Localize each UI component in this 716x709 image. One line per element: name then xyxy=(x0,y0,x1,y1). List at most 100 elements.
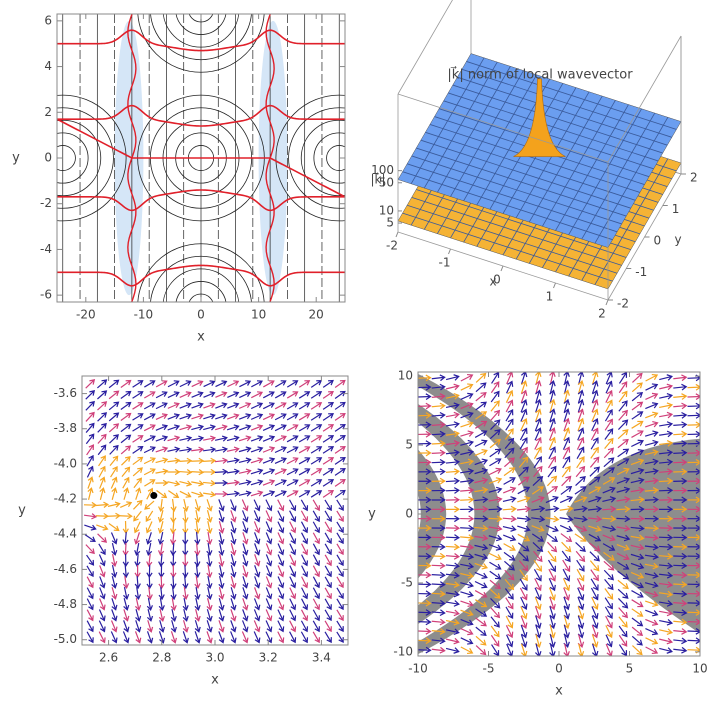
field-arrow xyxy=(488,543,503,551)
field-arrow xyxy=(167,391,180,399)
field-arrow xyxy=(602,534,616,542)
field-arrow xyxy=(254,554,261,567)
field-arrow xyxy=(203,446,217,453)
field-arrow xyxy=(563,398,570,413)
field-arrow xyxy=(591,408,599,422)
field-arrow xyxy=(445,440,460,447)
x-tick-label: 0 xyxy=(555,662,563,676)
field-arrow xyxy=(504,569,515,581)
field-arrow xyxy=(644,562,659,570)
field-arrow xyxy=(132,413,144,421)
contour-line xyxy=(175,281,227,302)
field-arrow xyxy=(238,424,252,431)
field-arrow xyxy=(226,457,240,464)
field-arrow xyxy=(560,533,573,542)
box-edge xyxy=(555,104,629,231)
field-arrow xyxy=(123,587,130,600)
field-arrow xyxy=(146,543,153,556)
field-arrow xyxy=(491,372,500,384)
field-arrow xyxy=(591,615,599,629)
x-tick-label: 0 xyxy=(493,273,501,287)
field-arrow xyxy=(170,542,177,557)
y-axis-label: y xyxy=(368,507,376,522)
field-arrow xyxy=(203,391,216,398)
y-tick-label: -4.4 xyxy=(54,527,77,541)
field-arrow xyxy=(238,479,252,486)
x-tick xyxy=(605,299,609,306)
field-arrow xyxy=(194,586,201,601)
field-arrow xyxy=(155,413,168,421)
field-arrow xyxy=(157,542,165,557)
field-arrow xyxy=(215,380,228,388)
field-arrow xyxy=(97,412,108,422)
field-arrow xyxy=(577,398,585,413)
field-arrow xyxy=(227,380,240,388)
field-arrow xyxy=(310,402,323,410)
field-arrow xyxy=(167,446,181,453)
field-arrow xyxy=(559,515,574,523)
field-arrow xyxy=(617,561,630,570)
field-arrow xyxy=(85,400,95,411)
field-arrow xyxy=(300,521,309,534)
field-arrow xyxy=(559,524,574,533)
field-arrow xyxy=(630,524,645,532)
field-arrow xyxy=(86,620,94,633)
field-arrow xyxy=(182,553,189,568)
field-arrow xyxy=(445,524,461,532)
box-edge xyxy=(461,68,672,138)
point xyxy=(150,492,158,500)
field-arrow xyxy=(99,565,106,578)
field-arrow xyxy=(334,445,346,454)
field-arrow xyxy=(616,505,631,513)
field-arrow xyxy=(577,372,585,385)
field-arrow xyxy=(98,455,106,467)
field-arrow xyxy=(562,436,571,450)
field-arrow xyxy=(147,620,154,633)
field-arrow xyxy=(157,521,164,534)
field-arrow xyxy=(659,374,673,381)
field-arrow xyxy=(687,609,700,616)
field-arrow xyxy=(108,423,120,433)
field-arrow xyxy=(286,424,299,432)
field-arrow xyxy=(218,499,225,512)
field-arrow xyxy=(86,576,94,589)
field-arrow xyxy=(99,587,106,600)
field-arrow xyxy=(577,587,585,601)
field-arrow xyxy=(533,465,543,478)
field-arrow xyxy=(289,554,297,567)
field-arrow xyxy=(563,615,570,630)
field-arrow xyxy=(179,435,193,442)
field-arrow xyxy=(253,499,261,512)
field-arrow xyxy=(673,449,688,457)
field-arrow xyxy=(156,490,168,499)
field-arrow xyxy=(445,496,461,504)
field-arrow xyxy=(214,435,228,442)
field-arrow xyxy=(179,402,192,409)
field-arrow xyxy=(431,468,446,476)
box-edge xyxy=(568,108,642,236)
field-arrow xyxy=(322,435,335,443)
field-arrow xyxy=(324,499,332,512)
field-arrow xyxy=(179,457,193,465)
field-arrow xyxy=(687,627,700,635)
field-arrow xyxy=(546,541,558,553)
box-edge xyxy=(397,93,609,163)
field-arrow xyxy=(241,620,249,633)
field-arrow xyxy=(460,572,475,579)
field-arrow xyxy=(602,477,616,485)
field-arrow xyxy=(254,587,261,600)
field-arrow xyxy=(630,449,645,457)
field-arrow xyxy=(616,496,631,503)
field-arrow xyxy=(123,598,130,611)
field-arrow xyxy=(644,458,659,466)
field-arrow xyxy=(182,620,189,633)
field-arrow xyxy=(475,372,487,383)
field-arrow xyxy=(563,606,571,620)
contour-line xyxy=(57,132,89,184)
field-arrow xyxy=(86,609,94,622)
field-arrow xyxy=(312,587,320,600)
field-arrow xyxy=(445,374,460,381)
field-arrow xyxy=(687,515,700,523)
field-arrow xyxy=(631,439,645,448)
field-arrow xyxy=(250,490,264,497)
